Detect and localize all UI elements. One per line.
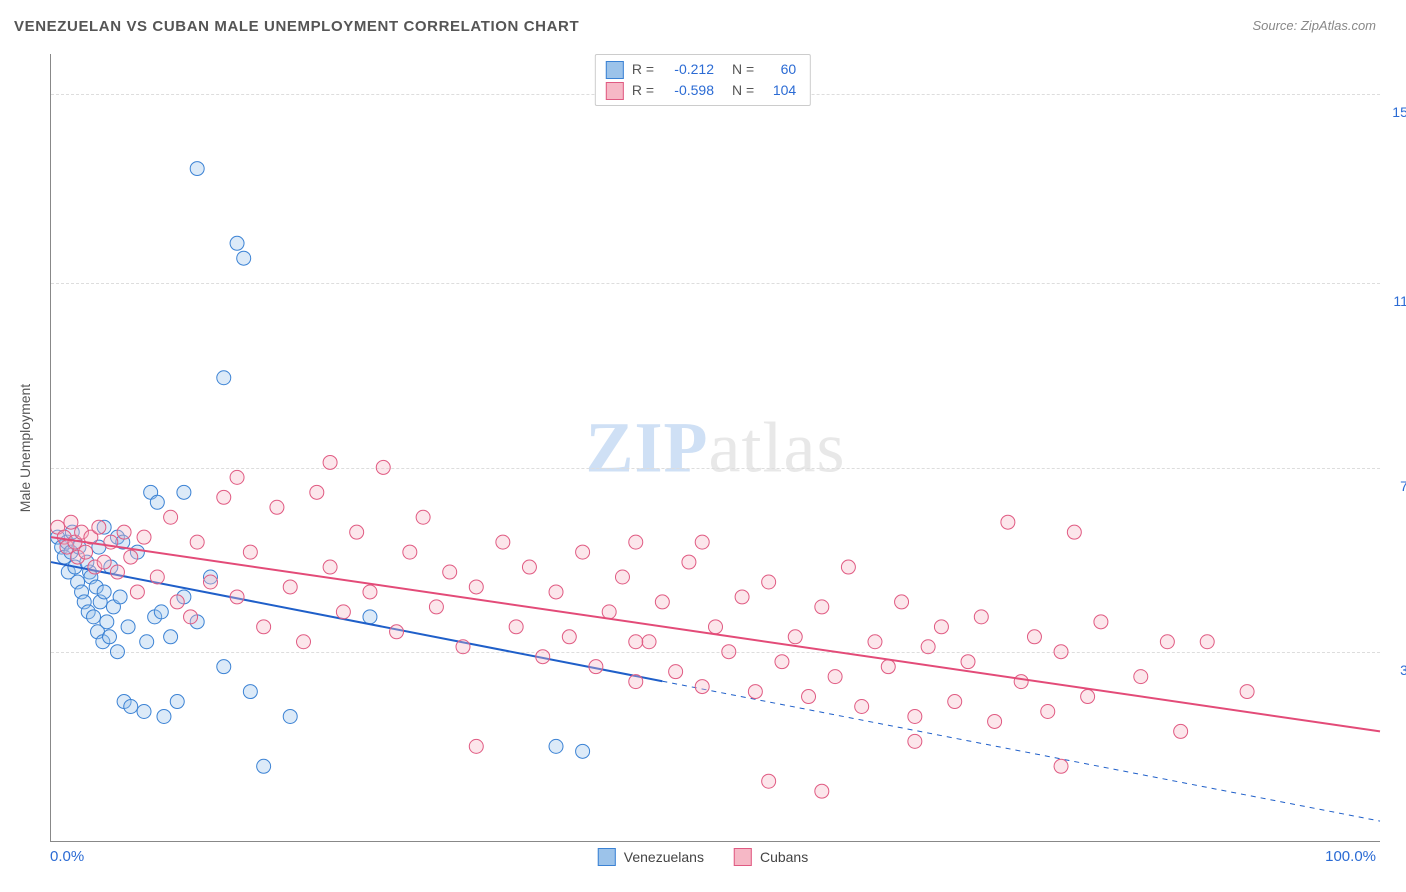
- plot-svg: [51, 54, 1380, 841]
- cubans-n-value: 104: [762, 80, 796, 101]
- correlation-row-venezuelans: R = -0.212 N = 60: [606, 59, 796, 80]
- y-tick-label: 11.2%: [1384, 293, 1406, 309]
- venezuelans-swatch-icon: [598, 848, 616, 866]
- legend-item-cubans: Cubans: [734, 848, 808, 866]
- cubans-swatch-icon: [734, 848, 752, 866]
- chart-title: VENEZUELAN VS CUBAN MALE UNEMPLOYMENT CO…: [14, 18, 579, 35]
- chart-container: VENEZUELAN VS CUBAN MALE UNEMPLOYMENT CO…: [0, 0, 1406, 892]
- x-axis-max-label: 100.0%: [1325, 848, 1376, 865]
- correlation-legend: R = -0.212 N = 60 R = -0.598 N = 104: [595, 54, 811, 106]
- y-tick-label: 7.5%: [1384, 478, 1406, 494]
- plot-area: ZIPatlas 3.8%7.5%11.2%15.0%: [50, 54, 1380, 842]
- y-tick-label: 3.8%: [1384, 662, 1406, 678]
- chart-source: Source: ZipAtlas.com: [1252, 18, 1376, 33]
- venezuelans-swatch: [606, 61, 624, 79]
- cubans-swatch: [606, 82, 624, 100]
- series-legend: Venezuelans Cubans: [598, 848, 808, 866]
- cubans-r-value: -0.598: [662, 80, 714, 101]
- x-axis-min-label: 0.0%: [50, 848, 84, 865]
- venezuelans-n-value: 60: [762, 59, 796, 80]
- legend-item-venezuelans: Venezuelans: [598, 848, 704, 866]
- correlation-row-cubans: R = -0.598 N = 104: [606, 80, 796, 101]
- venezuelans-r-value: -0.212: [662, 59, 714, 80]
- y-axis-label: Male Unemployment: [14, 54, 36, 842]
- y-tick-label: 15.0%: [1384, 104, 1406, 120]
